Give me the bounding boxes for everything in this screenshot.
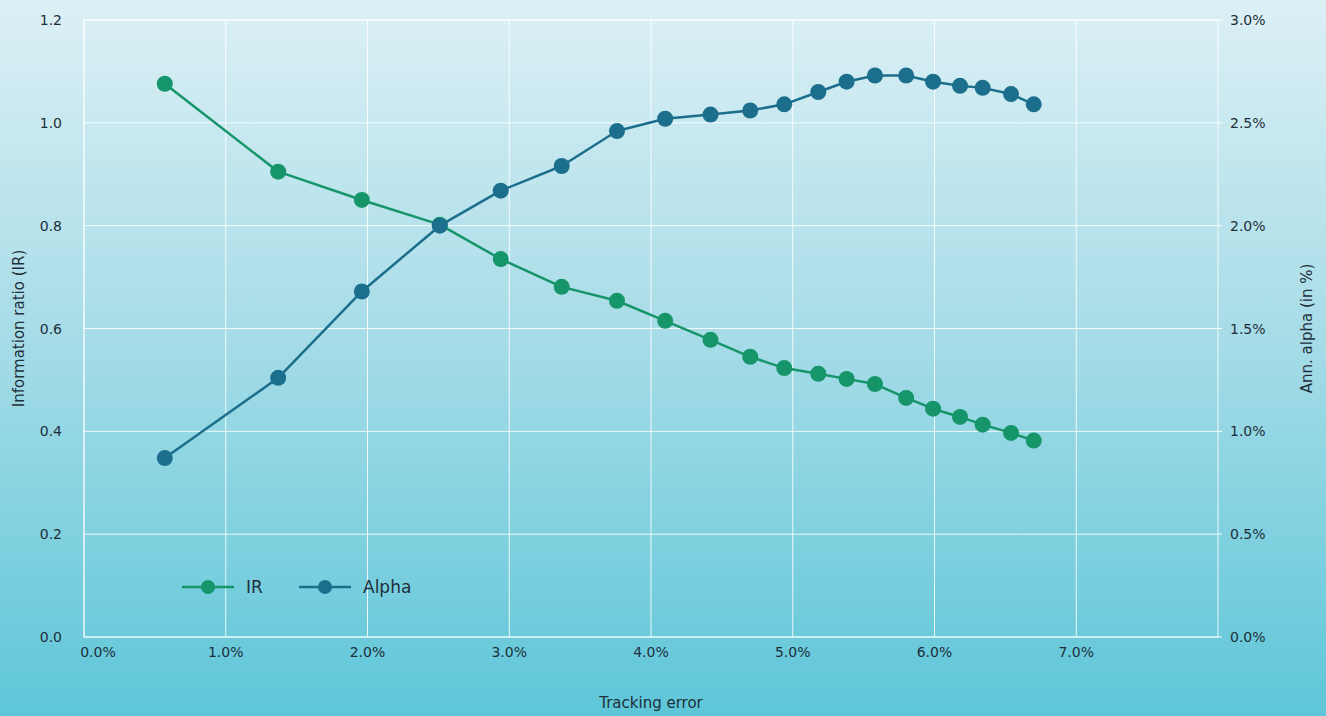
series-point bbox=[925, 401, 941, 417]
series-point bbox=[776, 96, 792, 112]
y2-tick bbox=[1218, 534, 1222, 535]
y2-tick-label: 0.0% bbox=[1230, 629, 1266, 645]
x-grid-line bbox=[225, 20, 226, 637]
series-point bbox=[609, 293, 625, 309]
series-point bbox=[898, 68, 914, 84]
x-grid-line bbox=[367, 20, 368, 637]
y2-tick bbox=[1218, 20, 1222, 21]
series-point bbox=[157, 450, 173, 466]
series-point bbox=[776, 360, 792, 376]
y-tick-label: 1.2 bbox=[40, 12, 62, 28]
series-point bbox=[703, 107, 719, 123]
series-point bbox=[867, 68, 883, 84]
series-point bbox=[354, 283, 370, 299]
series-point bbox=[354, 192, 370, 208]
y2-tick bbox=[1218, 122, 1222, 123]
series-point bbox=[952, 78, 968, 94]
x-tick-label: 4.0% bbox=[633, 644, 669, 660]
y2-tick-label: 2.5% bbox=[1230, 115, 1266, 131]
legend-label: IR bbox=[246, 577, 263, 597]
y2-tick-label: 3.0% bbox=[1230, 12, 1266, 28]
series-point bbox=[270, 164, 286, 180]
series-point bbox=[554, 279, 570, 295]
x-tick-label: 1.0% bbox=[208, 644, 244, 660]
series-point bbox=[839, 74, 855, 90]
x-grid-line bbox=[934, 20, 935, 637]
y-tick-label: 0.4 bbox=[40, 423, 62, 439]
series-point bbox=[157, 76, 173, 92]
y2-tick-label: 2.0% bbox=[1230, 218, 1266, 234]
legend-label: Alpha bbox=[363, 577, 411, 597]
y2-axis-title: Ann. alpha (in %) bbox=[1298, 264, 1316, 394]
series-point bbox=[742, 102, 758, 118]
series-point bbox=[925, 74, 941, 90]
series-point bbox=[975, 417, 991, 433]
series-point bbox=[554, 158, 570, 174]
series-point bbox=[810, 84, 826, 100]
y-tick-label: 1.0 bbox=[40, 115, 62, 131]
series-point bbox=[742, 349, 758, 365]
series-point bbox=[270, 370, 286, 386]
data bbox=[157, 68, 1042, 467]
series-point bbox=[1003, 86, 1019, 102]
x-tick-label: 2.0% bbox=[350, 644, 386, 660]
y-tick-label: 0.8 bbox=[40, 218, 62, 234]
x-axis-title: Tracking error bbox=[598, 694, 703, 712]
x-grid-line bbox=[651, 20, 652, 637]
x-tick-label: 7.0% bbox=[1058, 644, 1094, 660]
series-point bbox=[867, 376, 883, 392]
y-tick-label: 0.6 bbox=[40, 321, 62, 337]
series-point bbox=[1003, 425, 1019, 441]
chart: 0.0 0.2 0.4 0.6 0.8 1.0 1.2 0.0% 0.5% 1.0% 1.5% 2.0… bbox=[0, 0, 1326, 716]
series-point bbox=[810, 366, 826, 382]
x-tick-label: 0.0% bbox=[80, 644, 116, 660]
x-tick-label: 3.0% bbox=[491, 644, 527, 660]
y2-tick bbox=[1218, 225, 1222, 226]
y2-tick bbox=[1218, 637, 1222, 638]
y2-tick-label: 0.5% bbox=[1230, 526, 1266, 542]
series-point bbox=[952, 409, 968, 425]
series-point bbox=[609, 123, 625, 139]
grid bbox=[84, 20, 1218, 637]
x-grid-line bbox=[1076, 20, 1077, 637]
x-tick-label: 6.0% bbox=[917, 644, 953, 660]
y2-tick bbox=[1218, 431, 1222, 432]
series-point bbox=[898, 390, 914, 406]
series-point bbox=[493, 183, 509, 199]
legend-marker bbox=[201, 580, 215, 594]
y2-tick bbox=[1218, 328, 1222, 329]
y-tick-label: 0.0 bbox=[40, 629, 62, 645]
axes: 0.0 0.2 0.4 0.6 0.8 1.0 1.2 0.0% 0.5% 1.0% 1.5% 2.0… bbox=[40, 12, 1266, 660]
series-point bbox=[657, 111, 673, 127]
series-point bbox=[1026, 96, 1042, 112]
series-point bbox=[703, 332, 719, 348]
series-point bbox=[839, 371, 855, 387]
series-point bbox=[493, 251, 509, 267]
plot-frame bbox=[84, 20, 1218, 637]
y-tick-label: 0.2 bbox=[40, 526, 62, 542]
x-grid-line bbox=[792, 20, 793, 637]
legend: IR Alpha bbox=[182, 577, 411, 597]
legend-marker bbox=[318, 580, 332, 594]
series-point bbox=[1026, 433, 1042, 449]
y-axis-title: Information ratio (IR) bbox=[10, 250, 28, 408]
series-line bbox=[165, 76, 1034, 459]
series-point bbox=[975, 80, 991, 96]
series-point bbox=[432, 218, 448, 234]
x-tick-label: 5.0% bbox=[775, 644, 811, 660]
y2-tick-label: 1.5% bbox=[1230, 321, 1266, 337]
series-line bbox=[165, 84, 1034, 441]
y2-tick-label: 1.0% bbox=[1230, 423, 1266, 439]
series-point bbox=[657, 313, 673, 329]
x-grid-line bbox=[509, 20, 510, 637]
